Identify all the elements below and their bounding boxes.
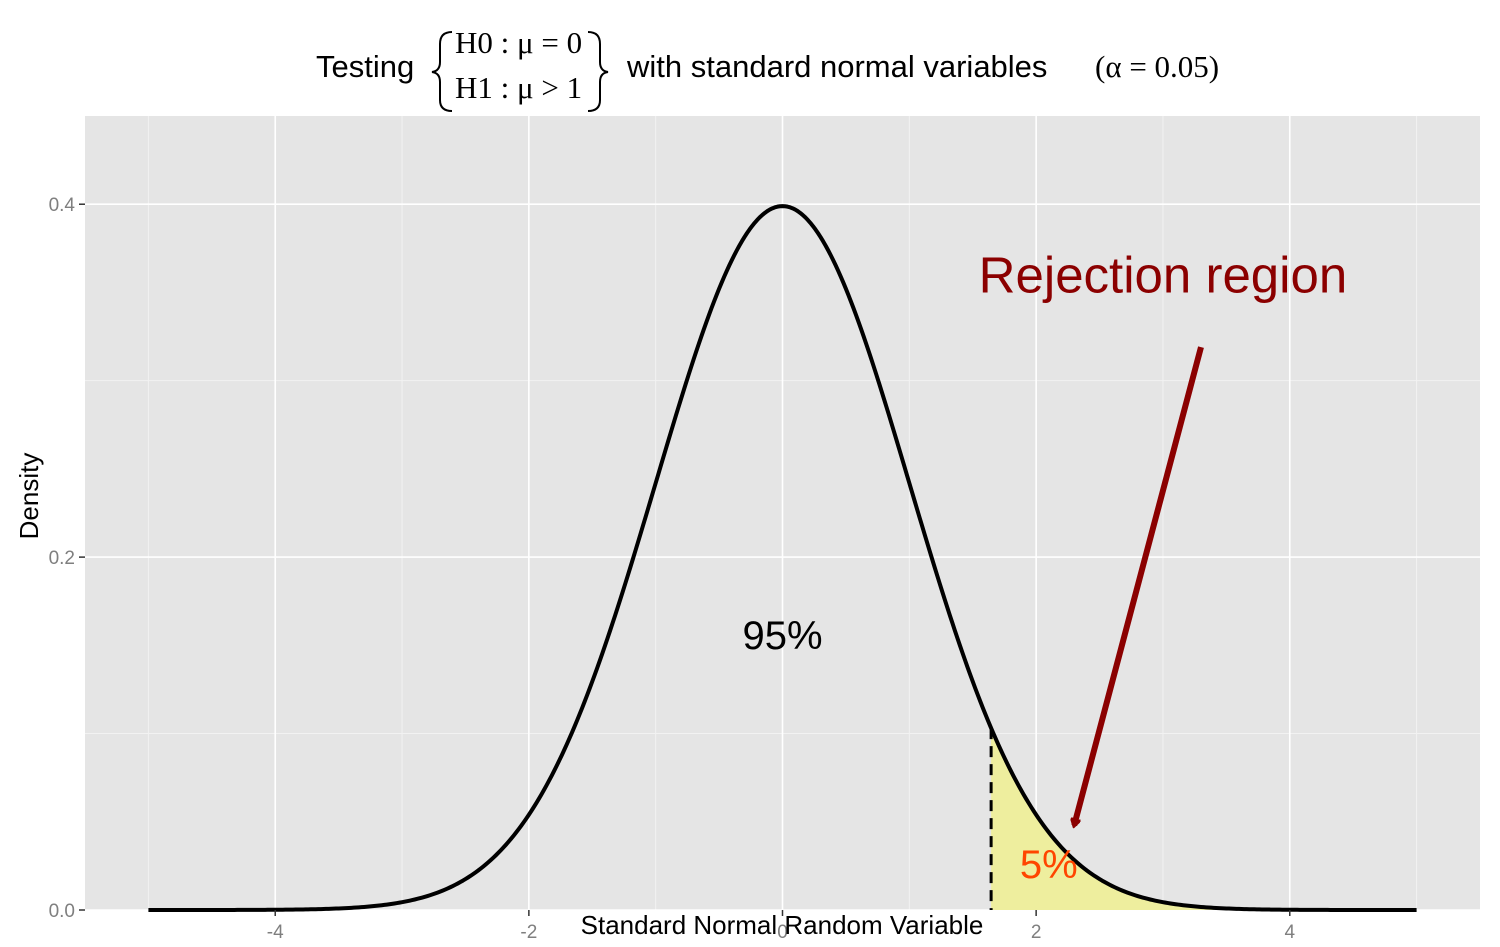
grid-minor (85, 116, 1480, 910)
x-tick-label: 0 (777, 922, 788, 943)
title-right-brace (587, 31, 609, 112)
density-curve (148, 204, 1417, 912)
rejection-region-arrow (1074, 346, 1204, 825)
title-left-brace (431, 31, 453, 112)
title-prefix: Testing (316, 49, 414, 84)
chart-title: Testing H0 : μ = 0 H1 : μ > 1 with stand… (316, 25, 1219, 112)
acceptance-percent-label: 95% (742, 614, 822, 658)
x-axis-title: Standard Normal Random Variable (581, 910, 984, 940)
x-tick-label: 4 (1284, 922, 1295, 943)
x-axis: -4 -2 0 2 4 (267, 910, 1295, 943)
x-tick-label: 2 (1031, 922, 1042, 943)
title-alpha: (α = 0.05) (1095, 49, 1219, 84)
y-axis-title: Density (14, 453, 44, 540)
y-tick-label: 0.0 (49, 901, 75, 922)
rejection-percent-label: 5% (1020, 843, 1078, 887)
title-h1: H1 : μ > 1 (455, 70, 582, 105)
rejection-region-area (991, 728, 1417, 910)
y-axis: 0.0 0.2 0.4 (49, 195, 85, 922)
x-tick-label: -4 (267, 922, 284, 943)
title-h0: H0 : μ = 0 (455, 25, 582, 60)
x-tick-label: -2 (520, 922, 537, 943)
y-tick-label: 0.2 (49, 548, 75, 569)
y-tick-label: 0.4 (49, 195, 76, 216)
rejection-region-label: Rejection region (979, 246, 1348, 303)
title-suffix: with standard normal variables (626, 49, 1047, 84)
